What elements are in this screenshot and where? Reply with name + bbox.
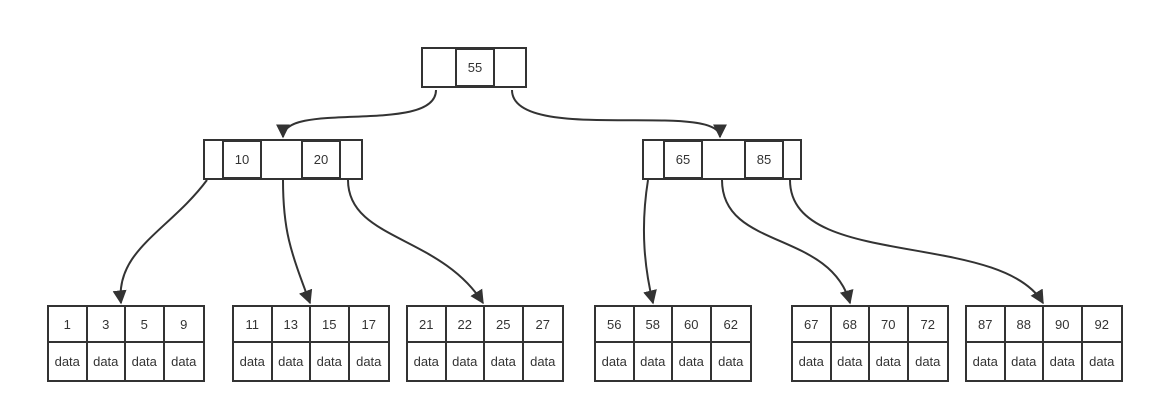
leaf-key: 1 — [49, 307, 88, 343]
leaf-data: data — [870, 343, 909, 380]
leaf-key: 13 — [272, 307, 311, 343]
leaf-node-3: 21 22 25 27 data data data data — [406, 305, 564, 382]
leaf-key: 56 — [596, 307, 635, 343]
leaf-key: 9 — [164, 307, 203, 343]
edge-10-left — [112, 179, 208, 305]
leaf-data: data — [234, 343, 273, 380]
leaf-data: data — [171, 353, 197, 369]
leaf-key: 67 — [793, 307, 832, 343]
leaf-key: 11 — [234, 307, 273, 343]
edge-root-left — [276, 89, 437, 139]
internal-key: 20 — [301, 140, 341, 179]
leaf-data: data — [635, 343, 673, 380]
leaf-key: 21 — [408, 307, 447, 343]
leaf-key: 17 — [349, 307, 388, 343]
leaf-data: data — [1006, 343, 1044, 380]
leaf-key: 72 — [908, 307, 947, 343]
leaf-data: data — [673, 343, 712, 380]
leaf-data: data — [1089, 353, 1115, 369]
internal-node-left: 10 20 — [203, 139, 363, 180]
leaf-data: data — [530, 353, 556, 369]
internal-node-right: 65 85 — [642, 139, 802, 180]
leaf-key: 87 — [967, 307, 1006, 343]
leaf-data: data — [718, 353, 744, 369]
leaf-key: 68 — [831, 307, 870, 343]
leaf-key: 27 — [523, 307, 562, 343]
leaf-key: 60 — [673, 307, 712, 343]
leaf-data: data — [915, 353, 941, 369]
leaf-key: 5 — [126, 307, 165, 343]
edge-20-right — [347, 179, 484, 305]
leaf-key: 92 — [1082, 307, 1121, 343]
leaf-data: data — [967, 343, 1006, 380]
leaf-data: data — [485, 343, 524, 380]
leaf-data: data — [793, 343, 832, 380]
edge-65-left — [642, 179, 657, 305]
leaf-data: data — [273, 343, 311, 380]
leaf-node-6: 87 88 90 92 data data data data — [965, 305, 1123, 382]
edge-85-right — [789, 179, 1044, 305]
leaf-data: data — [832, 343, 870, 380]
leaf-data: data — [311, 343, 350, 380]
leaf-node-2: 11 13 15 17 data data data data — [232, 305, 390, 382]
internal-key: 10 — [222, 140, 262, 179]
leaf-data: data — [126, 343, 165, 380]
leaf-key: 90 — [1044, 307, 1083, 343]
internal-key: 85 — [744, 140, 784, 179]
root-key: 55 — [455, 48, 495, 87]
leaf-key: 62 — [711, 307, 750, 343]
leaf-data: data — [88, 343, 126, 380]
edge-root-right — [511, 89, 727, 139]
leaf-node-1: 1 3 5 9 data data data data — [47, 305, 205, 382]
edge-10-20 — [282, 179, 313, 305]
leaf-data: data — [1044, 343, 1083, 380]
leaf-data: data — [408, 343, 447, 380]
leaf-key: 25 — [485, 307, 524, 343]
leaf-key: 88 — [1005, 307, 1044, 343]
leaf-key: 15 — [311, 307, 350, 343]
edge-65-85 — [721, 179, 854, 305]
internal-key: 65 — [663, 140, 703, 179]
leaf-key: 70 — [870, 307, 909, 343]
leaf-node-4: 56 58 60 62 data data data data — [594, 305, 752, 382]
leaf-data: data — [49, 343, 88, 380]
leaf-key: 22 — [446, 307, 485, 343]
leaf-key: 58 — [634, 307, 673, 343]
leaf-data: data — [447, 343, 485, 380]
leaf-data: data — [596, 343, 635, 380]
root-node: 55 — [421, 47, 527, 88]
leaf-node-5: 67 68 70 72 data data data data — [791, 305, 949, 382]
leaf-data: data — [356, 353, 382, 369]
leaf-key: 3 — [87, 307, 126, 343]
